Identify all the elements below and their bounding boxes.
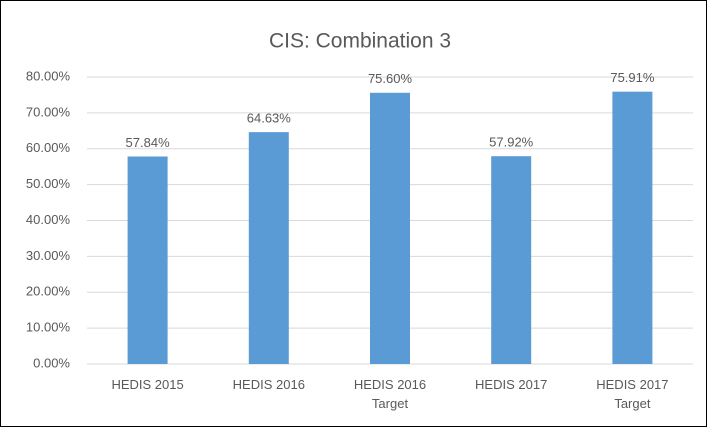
y-tick-label: 60.00%	[26, 140, 71, 155]
y-tick-label: 70.00%	[26, 104, 71, 119]
data-label: 57.84%	[126, 135, 171, 150]
bar	[612, 91, 653, 364]
x-tick-label: HEDIS 2017	[475, 377, 548, 392]
bar	[127, 156, 168, 364]
data-label: 64.63%	[247, 111, 292, 126]
data-label: 75.91%	[610, 70, 655, 85]
x-tick-label: HEDIS 2016	[232, 377, 305, 392]
x-tick-label: HEDIS 2015	[111, 377, 184, 392]
chart-title: CIS: Combination 3	[269, 30, 451, 53]
x-tick-label: HEDIS 2016 Target	[353, 377, 427, 411]
y-tick-label: 40.00%	[26, 212, 71, 227]
bar	[248, 132, 289, 364]
data-label: 75.60%	[368, 71, 413, 86]
y-tick-label: 50.00%	[26, 176, 71, 191]
x-tick-label: HEDIS 2017 Target	[596, 377, 669, 411]
y-tick-label: 0.00%	[33, 355, 70, 370]
y-tick-label: 30.00%	[26, 248, 71, 263]
y-tick-label: 10.00%	[26, 320, 71, 335]
bar	[491, 156, 532, 364]
y-tick-label: 20.00%	[26, 284, 71, 299]
data-label: 57.92%	[489, 135, 534, 150]
bar	[370, 92, 410, 364]
y-tick-label: 80.00%	[26, 68, 71, 83]
